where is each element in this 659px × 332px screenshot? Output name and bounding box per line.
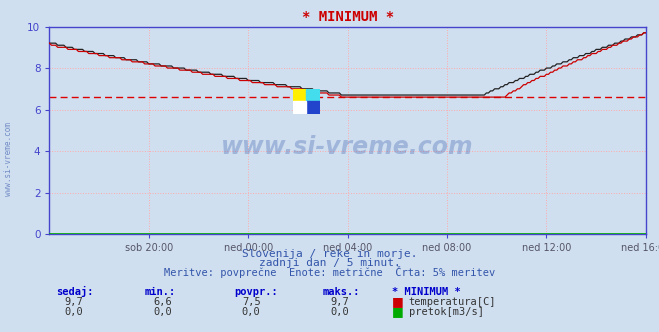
Text: 9,7: 9,7 [331,297,349,307]
Text: 7,5: 7,5 [242,297,260,307]
Text: sedaj:: sedaj: [56,286,94,297]
Text: www.si-vreme.com: www.si-vreme.com [4,123,13,196]
Text: 6,6: 6,6 [153,297,171,307]
Text: 0,0: 0,0 [331,307,349,317]
Text: 0,0: 0,0 [153,307,171,317]
Text: pretok[m3/s]: pretok[m3/s] [409,307,484,317]
Text: Slovenija / reke in morje.: Slovenija / reke in morje. [242,249,417,259]
Text: www.si-vreme.com: www.si-vreme.com [221,135,474,159]
Text: 0,0: 0,0 [242,307,260,317]
Text: ■: ■ [392,305,404,318]
Text: temperatura[C]: temperatura[C] [409,297,496,307]
Text: min.:: min.: [145,287,176,297]
Title: * MINIMUM *: * MINIMUM * [302,10,393,24]
Text: 0,0: 0,0 [64,307,82,317]
Text: zadnji dan / 5 minut.: zadnji dan / 5 minut. [258,258,401,268]
Text: * MINIMUM *: * MINIMUM * [392,287,461,297]
Text: maks.:: maks.: [323,287,360,297]
Text: Meritve: povprečne  Enote: metrične  Črta: 5% meritev: Meritve: povprečne Enote: metrične Črta:… [164,266,495,278]
Text: 9,7: 9,7 [64,297,82,307]
Text: ■: ■ [392,295,404,308]
Text: povpr.:: povpr.: [234,287,277,297]
